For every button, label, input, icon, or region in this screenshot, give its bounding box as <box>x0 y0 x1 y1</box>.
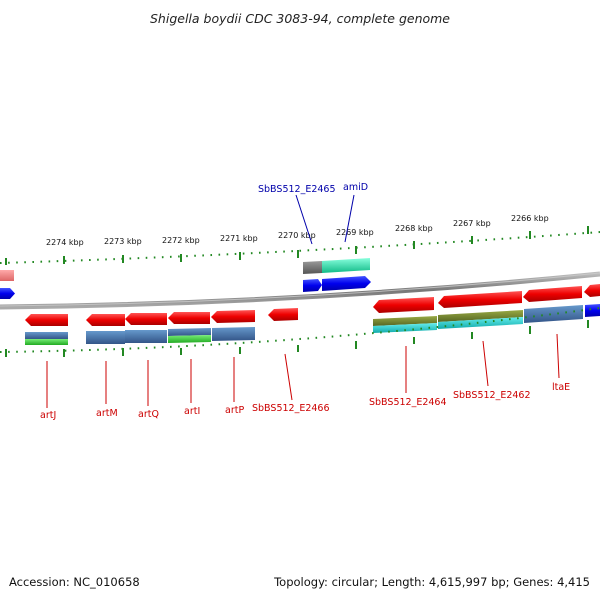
reverse-gene-arrow[interactable] <box>168 312 210 324</box>
feature-block[interactable] <box>373 323 437 333</box>
scale-label: 2273 kbp <box>104 237 142 246</box>
reverse-gene-arrow[interactable] <box>373 297 434 313</box>
scale-label: 2272 kbp <box>162 236 200 245</box>
scale-label: 2270 kbp <box>278 231 316 240</box>
feature-block[interactable] <box>585 304 600 317</box>
forward-gene-arrow[interactable] <box>303 279 322 292</box>
feature-block[interactable] <box>125 330 167 343</box>
reverse-gene-arrow[interactable] <box>25 314 68 326</box>
gene-label-amid[interactable]: amiD <box>343 182 368 193</box>
gene-label-artm[interactable]: artM <box>96 408 118 419</box>
scale-label: 2267 kbp <box>453 219 491 228</box>
genome-summary-text: Topology: circular; Length: 4,615,997 bp… <box>273 575 590 589</box>
accession-text: Accession: NC_010658 <box>9 575 140 589</box>
gene-label-artp[interactable]: artP <box>225 405 244 416</box>
reverse-gene-arrow[interactable] <box>268 308 298 321</box>
forward-strand-features <box>0 258 371 299</box>
reverse-strand-features <box>25 284 600 345</box>
top-gene-labels: SbBS512_E2465 amiD <box>258 182 368 245</box>
gene-label-artj[interactable]: artJ <box>40 410 56 421</box>
feature-block[interactable] <box>86 331 125 344</box>
gene-label-arti[interactable]: artI <box>184 406 200 417</box>
reverse-gene-arrow[interactable] <box>438 291 522 308</box>
gene-label-sbbs512-e2464[interactable]: SbBS512_E2464 <box>369 397 447 408</box>
gene-label-ltae[interactable]: ltaE <box>552 382 570 393</box>
scale-label: 2268 kbp <box>395 224 433 233</box>
scale-label: 2271 kbp <box>220 234 258 243</box>
gene-label-artq[interactable]: artQ <box>138 409 159 420</box>
bottom-scale-ruler <box>0 307 600 357</box>
feature-block[interactable] <box>0 270 14 281</box>
scale-label: 2269 kbp <box>336 228 374 237</box>
reverse-gene-arrow[interactable] <box>211 310 255 323</box>
gene-label-sbbs512-e2466[interactable]: SbBS512_E2466 <box>252 403 330 414</box>
forward-gene-arrow[interactable] <box>0 288 15 299</box>
reverse-gene-arrow[interactable] <box>86 314 125 326</box>
reverse-gene-arrow[interactable] <box>584 284 600 297</box>
feature-block[interactable] <box>25 332 68 339</box>
feature-block[interactable] <box>168 335 211 343</box>
feature-block[interactable] <box>25 339 68 345</box>
genome-backbone <box>0 271 600 310</box>
reverse-gene-arrow[interactable] <box>523 286 582 302</box>
feature-block[interactable] <box>438 310 523 322</box>
map-title: Shigella boydii CDC 3083-94, complete ge… <box>150 11 450 26</box>
forward-gene-arrow[interactable] <box>322 276 371 291</box>
reverse-gene-arrow[interactable] <box>125 313 167 325</box>
top-scale-ruler: 2274 kbp 2273 kbp 2272 kbp 2271 kbp 2270… <box>0 214 600 265</box>
feature-block[interactable] <box>322 258 370 273</box>
feature-block[interactable] <box>524 305 583 323</box>
gene-label-sbbs512-e2462[interactable]: SbBS512_E2462 <box>453 390 531 401</box>
feature-block[interactable] <box>212 327 255 341</box>
scale-label: 2274 kbp <box>46 238 84 247</box>
scale-label: 2266 kbp <box>511 214 549 223</box>
gene-label-sbbs512-e2465[interactable]: SbBS512_E2465 <box>258 184 336 195</box>
feature-block[interactable] <box>303 261 322 274</box>
feature-block[interactable] <box>168 328 211 336</box>
bottom-gene-labels: artJ artM artQ artI artP SbBS512_E2466 S… <box>40 333 570 421</box>
feature-block[interactable] <box>373 316 437 326</box>
